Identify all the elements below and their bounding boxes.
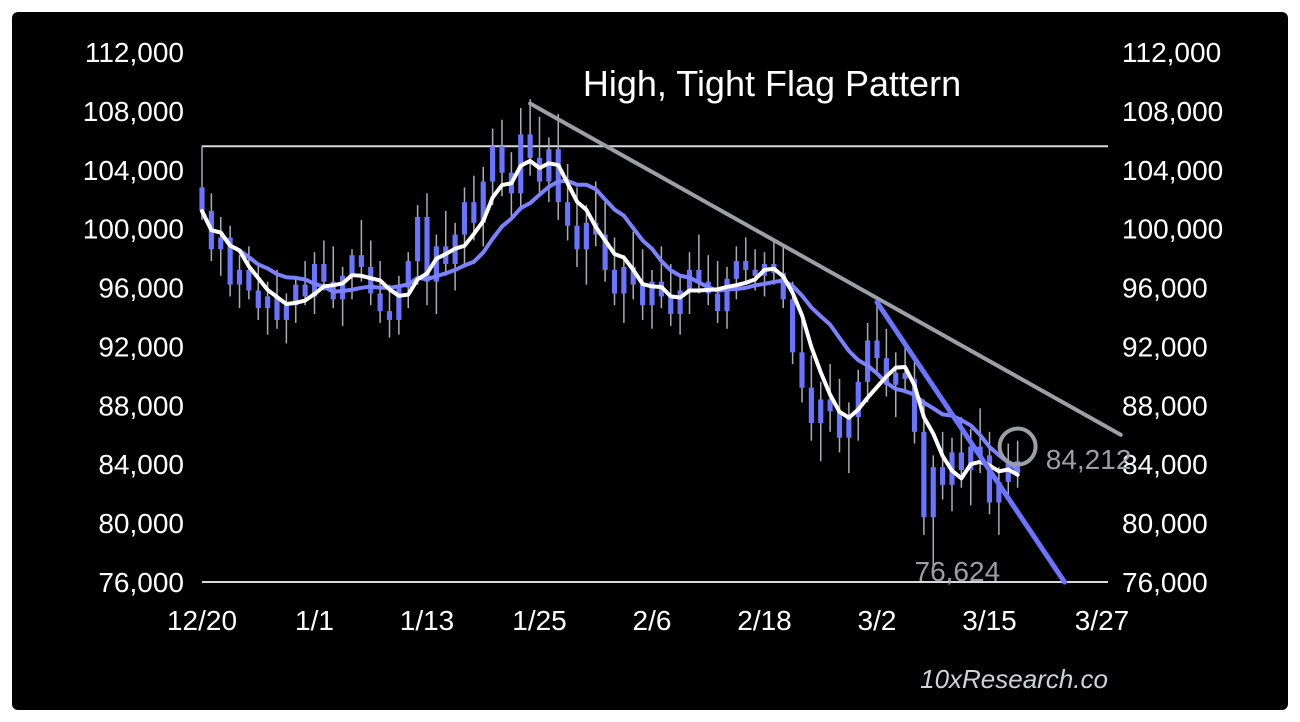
y-tick-right: 84,000 [1122, 449, 1208, 480]
y-tick-right: 96,000 [1122, 273, 1208, 304]
watermark: 10xResearch.co [920, 664, 1108, 694]
y-tick-right: 100,000 [1122, 214, 1223, 245]
candle-body [284, 305, 289, 320]
y-tick-right: 80,000 [1122, 508, 1208, 539]
y-tick-right: 108,000 [1122, 96, 1223, 127]
candle-body [359, 255, 364, 267]
candle-body [528, 134, 533, 158]
y-tick-left: 96,000 [98, 273, 184, 304]
candle-body [471, 202, 476, 223]
candle-body [846, 417, 851, 438]
candle-body [931, 467, 936, 517]
y-tick-left: 84,000 [98, 449, 184, 480]
candle-body [387, 311, 392, 320]
candle-body [499, 146, 504, 173]
y-tick-right: 104,000 [1122, 155, 1223, 186]
candle-body [621, 267, 626, 294]
x-tick: 12/20 [167, 605, 237, 636]
candle-body [237, 270, 242, 285]
chart-stage: 76,000 76,000 80,000 80,000 84,000 84,000 88,0… [0, 0, 1300, 722]
candle-body [218, 238, 223, 250]
x-tick: 3/27 [1075, 605, 1130, 636]
y-tick-right: 92,000 [1122, 331, 1208, 362]
x-tick: 2/6 [633, 605, 672, 636]
y-tick-right: 76,000 [1122, 567, 1208, 598]
candle-body [462, 202, 467, 234]
annotation-label: 76,624 [915, 556, 1001, 587]
y-tick-left: 112,000 [85, 37, 184, 68]
candle-body [303, 285, 308, 297]
candle-body [809, 388, 814, 423]
y-tick-left: 100,000 [83, 214, 184, 245]
candle-body [987, 455, 992, 502]
y-tick-right: 88,000 [1122, 390, 1208, 421]
candle-body [349, 255, 354, 276]
candle-body [921, 432, 926, 517]
chart-container: 76,000 76,000 80,000 80,000 84,000 84,000 88,0… [12, 12, 1288, 710]
y-tick-right: 112,000 [1122, 37, 1221, 68]
candle-body [799, 352, 804, 387]
candle-body [640, 285, 645, 306]
y-tick-left: 80,000 [98, 508, 184, 539]
candle-body [321, 264, 326, 282]
candle-body [199, 187, 204, 211]
candle-body [959, 452, 964, 470]
x-tick: 2/18 [737, 605, 792, 636]
candle-body [256, 291, 261, 309]
candle-body [874, 341, 879, 359]
candle-body [724, 279, 729, 311]
candle-body [940, 467, 945, 485]
candle-body [743, 261, 748, 270]
x-tick: 3/2 [858, 605, 897, 636]
candle-body [865, 341, 870, 382]
candle-body [490, 146, 495, 181]
x-tick: 1/13 [400, 605, 455, 636]
candle-body [790, 299, 795, 352]
candle-body [818, 399, 823, 423]
price-chart: 76,000 76,000 80,000 80,000 84,000 84,000 88,0… [12, 12, 1288, 710]
ma-fast-line [202, 161, 1018, 478]
y-tick-left: 92,000 [98, 331, 184, 362]
y-tick-left: 76,000 [98, 567, 184, 598]
candle-body [668, 296, 673, 314]
x-tick: 3/15 [962, 605, 1017, 636]
y-tick-left: 104,000 [83, 155, 184, 186]
candle-body [246, 270, 251, 291]
candle-body [584, 223, 589, 250]
x-tick: 1/25 [512, 605, 567, 636]
y-tick-left: 88,000 [98, 390, 184, 421]
x-tick: 1/1 [295, 605, 334, 636]
y-tick-left: 108,000 [83, 96, 184, 127]
candle-body [556, 149, 561, 202]
candle-body [734, 261, 739, 279]
annotation-label: 84,212 [1046, 444, 1132, 475]
candle-body [893, 373, 898, 385]
candle-body [715, 293, 720, 311]
candle-body [415, 217, 420, 261]
candle-body [565, 202, 570, 226]
candle-body [612, 270, 617, 294]
candle-body [378, 293, 383, 311]
candle-body [574, 226, 579, 250]
chart-title: High, Tight Flag Pattern [583, 63, 961, 104]
candle-body [265, 296, 270, 308]
